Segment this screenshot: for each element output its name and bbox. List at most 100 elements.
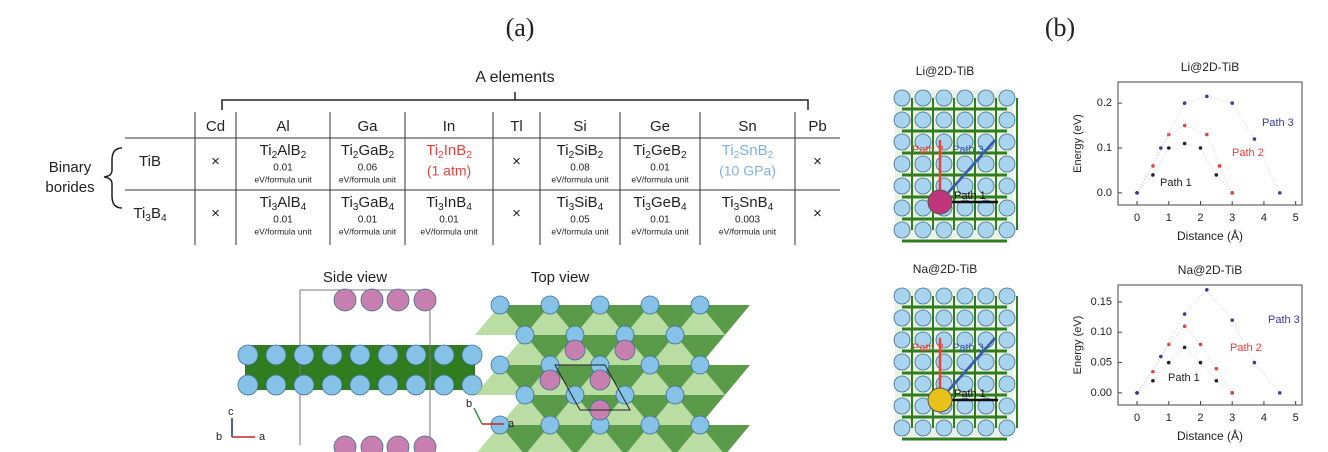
- atom: [936, 420, 952, 436]
- cell-mark: ×: [813, 153, 822, 170]
- atom: [978, 420, 994, 436]
- cell-unit: eV/formula unit: [254, 226, 312, 236]
- x-tick-label: 4: [1261, 412, 1267, 424]
- cell-unit: eV/formula unit: [551, 174, 609, 184]
- x-axis-label: Distance (Å): [1177, 228, 1243, 243]
- row-label: TiB: [139, 153, 161, 170]
- atom: [894, 332, 910, 348]
- figure: (a) (b) A elements Binary borides CdAlGa…: [0, 0, 1328, 452]
- atom: [978, 354, 994, 370]
- atom: [978, 90, 994, 106]
- path-label: Path 1: [954, 388, 986, 400]
- atom: [641, 356, 659, 374]
- cell-formula: Ti2InB2: [426, 142, 472, 161]
- atom: [516, 386, 534, 404]
- atom: [957, 420, 973, 436]
- atom: [322, 375, 342, 395]
- atom: [894, 178, 910, 194]
- cell-unit: eV/formula unit: [631, 174, 689, 184]
- x-tick-label: 1: [1166, 412, 1172, 424]
- atom: [350, 345, 370, 365]
- atom: [666, 386, 684, 404]
- atom: [691, 296, 709, 314]
- atom: [894, 222, 910, 238]
- data-point: [1151, 379, 1155, 383]
- atom: [936, 112, 952, 128]
- atom: [915, 112, 931, 128]
- atom: [491, 296, 509, 314]
- series-label: Path 3: [1262, 117, 1294, 129]
- x-tick-label: 1: [1166, 212, 1172, 224]
- cell-formula: Ti3InB4: [426, 194, 472, 213]
- cell-mark: ×: [211, 205, 220, 222]
- x-tick-label: 2: [1197, 412, 1203, 424]
- atom: [691, 416, 709, 434]
- atom: [591, 296, 609, 314]
- atom: [641, 416, 659, 434]
- axis-label: a: [259, 431, 266, 443]
- data-point: [1151, 370, 1155, 374]
- atom: [978, 310, 994, 326]
- data-point: [1159, 355, 1163, 359]
- data-point: [1199, 343, 1203, 347]
- data-point: [1183, 324, 1187, 328]
- atom: [541, 416, 559, 434]
- x-tick-label: 4: [1261, 212, 1267, 224]
- data-point: [1253, 137, 1257, 141]
- atom: [540, 370, 560, 390]
- data-point: [1215, 379, 1219, 383]
- group-header: A elements: [475, 69, 554, 86]
- data-point: [1159, 146, 1163, 150]
- atom: [957, 90, 973, 106]
- path-label: Path 2: [912, 342, 944, 354]
- atom: [978, 222, 994, 238]
- atom: [414, 289, 436, 311]
- cell-value: 0.01: [273, 215, 293, 226]
- cell-mark: ×: [211, 153, 220, 170]
- cell-value: 0.003: [735, 215, 760, 226]
- atom: [936, 354, 952, 370]
- atom: [915, 90, 931, 106]
- atom: [266, 345, 286, 365]
- data-point: [1230, 391, 1234, 395]
- adatom: [928, 190, 952, 214]
- cell-value: 0.01: [650, 215, 670, 226]
- path-label: Path 2: [912, 144, 944, 156]
- atom: [915, 420, 931, 436]
- column-header: Pb: [808, 118, 826, 135]
- column-header: Cd: [206, 118, 225, 135]
- atom: [957, 310, 973, 326]
- atom: [894, 156, 910, 172]
- atom: [894, 376, 910, 392]
- column-header: Ge: [650, 118, 670, 135]
- data-point: [1253, 361, 1257, 365]
- cell-value: 0.01: [273, 163, 293, 174]
- atom: [322, 345, 342, 365]
- data-point: [1205, 95, 1209, 99]
- y-axis-label: Energy (eV): [1072, 114, 1084, 173]
- data-point: [1199, 361, 1203, 365]
- y-tick-label: 0.15: [1091, 296, 1112, 308]
- atom: [957, 222, 973, 238]
- cell-value: 0.05: [570, 215, 590, 226]
- atom: [434, 345, 454, 365]
- chart-title: Li@2D-TiB: [1181, 60, 1239, 74]
- x-axis-label: Distance (Å): [1177, 428, 1243, 443]
- path-label: Path 3: [952, 144, 984, 156]
- atom: [894, 288, 910, 304]
- atom: [615, 340, 635, 360]
- atom: [590, 370, 610, 390]
- data-point: [1278, 191, 1282, 195]
- x-tick-label: 5: [1293, 412, 1299, 424]
- x-tick-label: 3: [1229, 412, 1235, 424]
- atom: [978, 112, 994, 128]
- cell-formula: Ti3GeB4: [633, 194, 687, 213]
- axis-label: b: [216, 431, 222, 443]
- atom: [936, 156, 952, 172]
- atom: [915, 310, 931, 326]
- atom: [957, 156, 973, 172]
- data-point: [1215, 173, 1219, 177]
- data-point: [1205, 288, 1209, 292]
- data-point: [1183, 312, 1187, 316]
- atom: [894, 112, 910, 128]
